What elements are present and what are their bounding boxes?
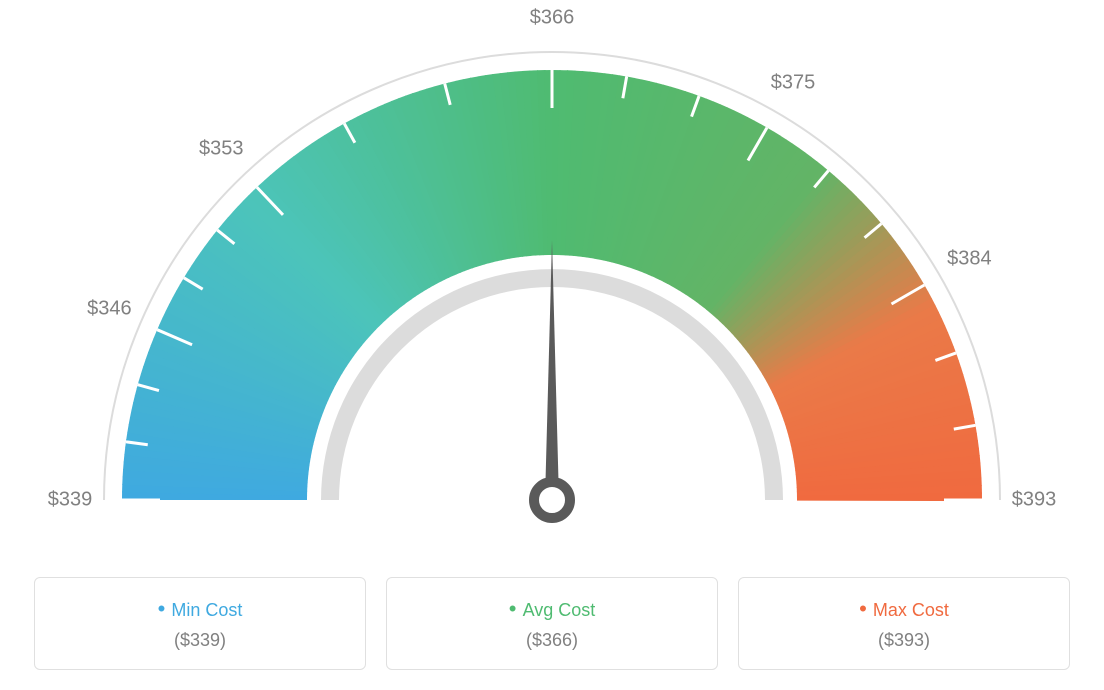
gauge-tick-label: $346: [87, 298, 132, 321]
legend-max-box: Max Cost ($393): [738, 577, 1070, 670]
legend-min-label: Min Cost: [45, 596, 355, 622]
legend-min-box: Min Cost ($339): [34, 577, 366, 670]
gauge-tick-label: $339: [48, 489, 93, 512]
gauge-tick-label: $384: [947, 248, 992, 271]
legend-row: Min Cost ($339) Avg Cost ($366) Max Cost…: [0, 577, 1104, 670]
gauge-container: $339 $346 $353 $366 $375 $384 $393: [0, 0, 1104, 560]
legend-min-value: ($339): [45, 630, 355, 651]
gauge-chart: [0, 0, 1104, 560]
legend-avg-value: ($366): [397, 630, 707, 651]
gauge-tick-label: $353: [199, 138, 244, 161]
legend-max-value: ($393): [749, 630, 1059, 651]
gauge-tick-label: $375: [771, 71, 816, 94]
gauge-tick-label: $393: [1012, 489, 1057, 512]
gauge-tick-label: $366: [530, 7, 575, 30]
legend-max-label: Max Cost: [749, 596, 1059, 622]
legend-avg-label: Avg Cost: [397, 596, 707, 622]
legend-avg-box: Avg Cost ($366): [386, 577, 718, 670]
